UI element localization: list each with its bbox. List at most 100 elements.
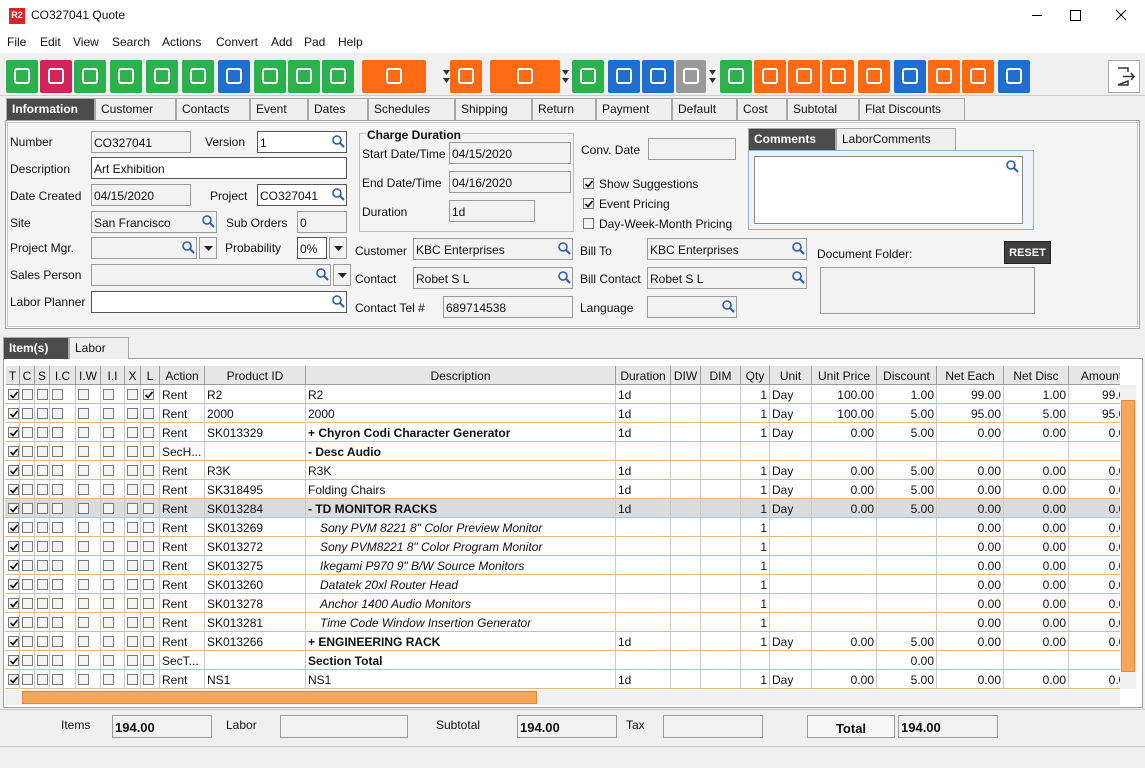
tab-active[interactable]: Information [6, 98, 95, 120]
search-icon[interactable] [331, 187, 345, 201]
checkbox[interactable] [127, 598, 138, 609]
dropdown-arrow[interactable] [338, 273, 347, 279]
check-mark[interactable] [9, 504, 19, 514]
checkbox[interactable] [143, 617, 154, 628]
column-header[interactable]: I.I [101, 366, 125, 385]
toolbar-dropdown[interactable] [562, 70, 569, 84]
checkbox[interactable] [103, 389, 114, 400]
toolbar-button[interactable] [254, 60, 286, 93]
checkbox[interactable] [78, 617, 89, 628]
check-mark[interactable] [9, 580, 19, 590]
toolbar-glyph[interactable] [682, 67, 700, 85]
checkbox[interactable] [103, 446, 114, 457]
toolbar-button[interactable] [754, 60, 786, 93]
check-mark[interactable] [9, 485, 19, 495]
checkbox[interactable] [127, 541, 138, 552]
check-mark[interactable] [144, 390, 154, 400]
checkbox[interactable] [52, 389, 63, 400]
check-mark[interactable] [584, 199, 594, 209]
checkbox[interactable] [143, 655, 154, 666]
checkbox[interactable] [127, 655, 138, 666]
checkbox[interactable] [8, 636, 19, 647]
comment-tab-active[interactable]: Comments [748, 128, 836, 150]
search-icon[interactable] [315, 267, 329, 281]
option-checkbox[interactable] [583, 198, 594, 209]
toolbar-glyph[interactable] [189, 67, 207, 85]
checkbox[interactable] [127, 503, 138, 514]
column-header[interactable]: X [125, 366, 141, 385]
dropdown-arrow[interactable] [204, 246, 213, 252]
toolbar-button[interactable] [110, 60, 142, 93]
checkbox[interactable] [52, 655, 63, 666]
menu-item[interactable]: File [7, 35, 27, 49]
field-input[interactable] [91, 237, 197, 259]
field-input[interactable]: 689714538 [443, 296, 573, 318]
menu-item[interactable]: Search [112, 35, 151, 49]
checkbox[interactable] [127, 465, 138, 476]
checkbox[interactable] [52, 427, 63, 438]
reset-button[interactable]: RESET [1004, 241, 1051, 264]
check-mark[interactable] [584, 179, 594, 189]
toolbar-button[interactable] [928, 60, 960, 93]
column-header[interactable]: T [6, 366, 20, 385]
checkbox[interactable] [8, 598, 19, 609]
toolbar-button[interactable] [288, 60, 320, 93]
checkbox[interactable] [37, 655, 48, 666]
check-mark[interactable] [9, 561, 19, 571]
option-checkbox[interactable] [583, 218, 594, 229]
check-mark[interactable] [9, 428, 19, 438]
checkbox[interactable] [78, 484, 89, 495]
checkbox[interactable] [52, 522, 63, 533]
check-mark[interactable] [9, 523, 19, 533]
toolbar-glyph[interactable] [295, 67, 313, 85]
checkbox[interactable] [78, 408, 89, 419]
toolbar-button[interactable] [182, 60, 214, 93]
tab[interactable]: Shipping [455, 98, 532, 120]
checkbox[interactable] [127, 408, 138, 419]
field-input[interactable] [648, 138, 736, 160]
checkbox[interactable] [103, 541, 114, 552]
column-header[interactable]: C [20, 366, 35, 385]
checkbox[interactable] [22, 560, 33, 571]
check-mark[interactable] [9, 542, 19, 552]
comment-tab[interactable]: LaborComments [836, 128, 956, 150]
table-row[interactable]: Rent SK318495 Folding Chairs 1d 1 Day 0.00 5.00… [5, 480, 1120, 499]
toolbar-button[interactable] [450, 60, 482, 93]
checkbox[interactable] [127, 674, 138, 685]
checkbox[interactable] [143, 389, 154, 400]
toolbar-button[interactable] [858, 60, 890, 93]
column-header[interactable]: DIM [701, 366, 741, 385]
search-icon[interactable] [721, 299, 735, 313]
search-icon[interactable] [331, 294, 345, 308]
dropdown-button[interactable] [199, 237, 217, 259]
check-mark[interactable] [9, 656, 19, 666]
field-input[interactable]: 1 [257, 131, 347, 153]
checkbox[interactable] [127, 484, 138, 495]
checkbox[interactable] [8, 427, 19, 438]
checkbox[interactable] [52, 465, 63, 476]
field-input[interactable] [647, 296, 737, 318]
checkbox[interactable] [78, 427, 89, 438]
column-header[interactable]: Unit Price [812, 366, 877, 385]
toolbar-glyph[interactable] [615, 67, 633, 85]
checkbox[interactable] [78, 503, 89, 514]
field-input[interactable]: Art Exhibition [91, 157, 347, 179]
checkbox[interactable] [52, 674, 63, 685]
checkbox[interactable] [127, 560, 138, 571]
tab[interactable]: Subtotal [787, 98, 859, 120]
checkbox[interactable] [143, 408, 154, 419]
field-input[interactable]: 04/16/2020 [449, 171, 571, 193]
toolbar-button[interactable] [608, 60, 640, 93]
field-input[interactable]: 0% [297, 237, 327, 259]
toolbar-glyph[interactable] [329, 67, 347, 85]
toolbar-button[interactable] [146, 60, 178, 93]
checkbox[interactable] [8, 655, 19, 666]
checkbox[interactable] [103, 427, 114, 438]
check-mark[interactable] [9, 599, 19, 609]
table-row[interactable]: Rent SK013278 Anchor 1400 Audio Monitors 1 0… [5, 594, 1120, 613]
checkbox[interactable] [37, 541, 48, 552]
checkbox[interactable] [78, 465, 89, 476]
toolbar-button[interactable] [822, 60, 854, 93]
toolbar-glyph[interactable] [727, 67, 745, 85]
